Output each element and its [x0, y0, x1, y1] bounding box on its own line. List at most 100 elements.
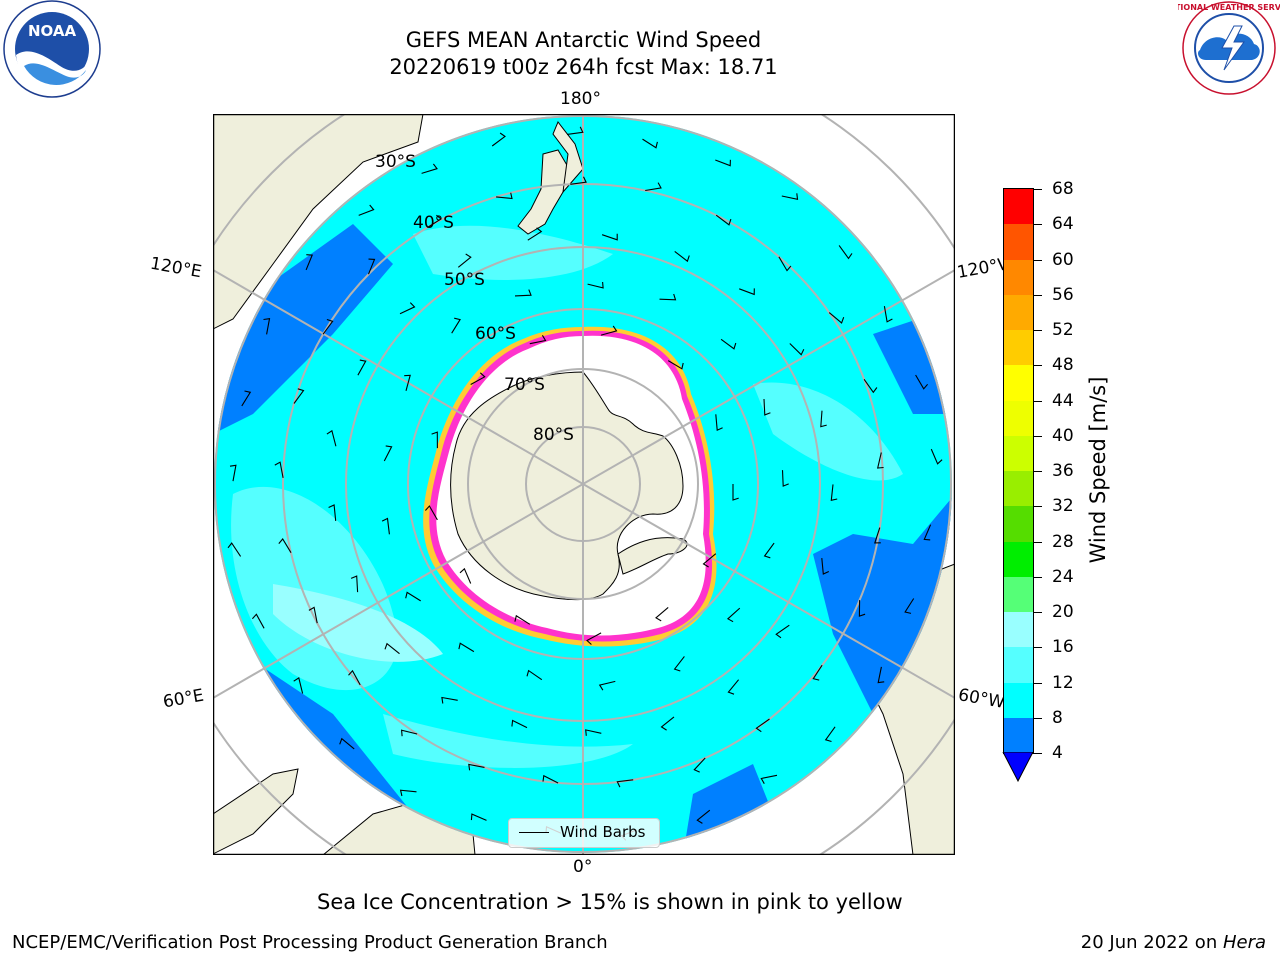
colorbar-tick-mark [1034, 506, 1042, 508]
wind-barbs [227, 126, 943, 841]
colorbar-tick-label: 64 [1052, 214, 1074, 235]
lat-label-40s: 40°S [413, 213, 454, 233]
wind-barb [601, 233, 618, 241]
wind-barb [566, 126, 584, 135]
lon-label-180: 180° [560, 89, 601, 109]
colorbar-tick-label: 32 [1052, 496, 1074, 517]
wind-barb [457, 253, 472, 268]
wind-barb [399, 302, 416, 315]
wind-barb [308, 606, 318, 624]
wind-barb [511, 719, 528, 729]
wind-barb [367, 258, 376, 275]
wind-barb [322, 318, 334, 335]
wind-barb [763, 398, 771, 416]
wind-barb [405, 591, 421, 602]
colorbar-tick-label: 68 [1052, 179, 1074, 199]
wind-barb [339, 737, 355, 750]
wind-barb [350, 575, 359, 593]
wind-barb [527, 227, 543, 241]
colorbar-bin [1004, 294, 1033, 330]
wind-barb [399, 789, 417, 797]
wind-barb [542, 774, 559, 784]
lon-label-60e: 60°E [161, 685, 206, 713]
colorbar-bin [1004, 224, 1033, 260]
wind-barb [720, 338, 737, 350]
lat-label-30s: 30°S [375, 152, 416, 172]
wind-barb [830, 484, 838, 502]
wind-barb [821, 558, 830, 575]
colorbar-tick-mark [1034, 576, 1042, 578]
wind-barb [326, 429, 337, 447]
colorbar-bin [1004, 330, 1033, 366]
colorbar-tick-label: 16 [1052, 637, 1074, 658]
land-antarctica [450, 371, 684, 601]
colorbar-bin [1004, 189, 1033, 225]
wind-barb [930, 448, 943, 465]
wind-barb [789, 343, 805, 356]
colorbar-bin [1004, 576, 1033, 612]
wind-barb [459, 567, 472, 584]
colorbar-tick-mark [1034, 189, 1042, 190]
wind-barb [715, 214, 732, 226]
colorbar-tick-label: 52 [1052, 320, 1074, 340]
footer-date: 20 Jun 2022 on [1080, 932, 1223, 953]
colorbar-tick-label: 60 [1052, 249, 1074, 270]
colorbar-tick-label: 44 [1052, 390, 1074, 411]
wind-barb [384, 642, 400, 655]
lat-label-60s: 60°S [475, 324, 516, 344]
moderate-wind-band-2 [273, 584, 443, 662]
wind-barb [358, 204, 375, 216]
colorbar-tick-label: 36 [1052, 461, 1074, 481]
colorbar-bin [1004, 435, 1033, 471]
wind-barb [828, 312, 845, 324]
map-panel [213, 114, 955, 855]
chart-title: GEFS MEAN Antarctic Wind Speed [405, 28, 762, 52]
colorbar-tick-mark [1034, 647, 1042, 649]
legend-label: Wind Barbs [560, 823, 646, 841]
wind-barb [877, 666, 885, 684]
colorbar-tick-mark [1034, 717, 1042, 719]
wind-barb [778, 256, 792, 272]
wind-barb [693, 757, 706, 773]
wind-barb [715, 414, 723, 432]
chart-subtitle: 20220619 t00z 264h fcst Max: 18.71 [389, 55, 778, 79]
wind-barb [328, 504, 337, 521]
wind-barb [659, 293, 677, 301]
lon-label-0: 0° [573, 857, 593, 877]
lat-label-70s: 70°S [504, 375, 545, 395]
colorbar-tick-label: 56 [1052, 284, 1074, 305]
wind-barb [400, 729, 418, 737]
wind-barb [424, 505, 438, 521]
moderate-wind-band-5 [383, 714, 633, 768]
colorbar-bin [1004, 506, 1033, 542]
wind-barb [673, 656, 685, 672]
wind-barb [775, 624, 790, 639]
lon-label-120e: 120°E [148, 253, 204, 283]
wind-barb [732, 484, 739, 501]
wind-barb [616, 779, 634, 788]
wind-barb [883, 306, 893, 323]
wind-barb [727, 679, 740, 695]
colorbar-tick-label: 4 [1052, 743, 1063, 763]
wind-barb [514, 614, 531, 625]
wind-barb [904, 598, 915, 614]
wind-barb [876, 452, 884, 469]
wind-barb [305, 254, 313, 271]
wind-barb [357, 359, 367, 376]
wind-barb [874, 527, 881, 544]
wind-barb [586, 632, 602, 645]
wind-barb [496, 192, 513, 200]
colorbar-tick-label: 48 [1052, 355, 1074, 376]
wind-barb [470, 372, 486, 385]
legend-box: Wind Barbs [508, 818, 660, 848]
wind-barb [755, 718, 770, 733]
colorbar-tick-mark [1034, 330, 1042, 331]
wind-barb [702, 553, 717, 568]
footer-host: Hera [1222, 932, 1266, 953]
wind-barb [655, 606, 669, 622]
wind-barb [529, 335, 547, 345]
wind-barb [274, 461, 284, 479]
colorbar-bin [1004, 400, 1033, 436]
land-madagascar [213, 768, 299, 855]
colorbar-label: Wind Speed [m/s] [1086, 376, 1110, 564]
